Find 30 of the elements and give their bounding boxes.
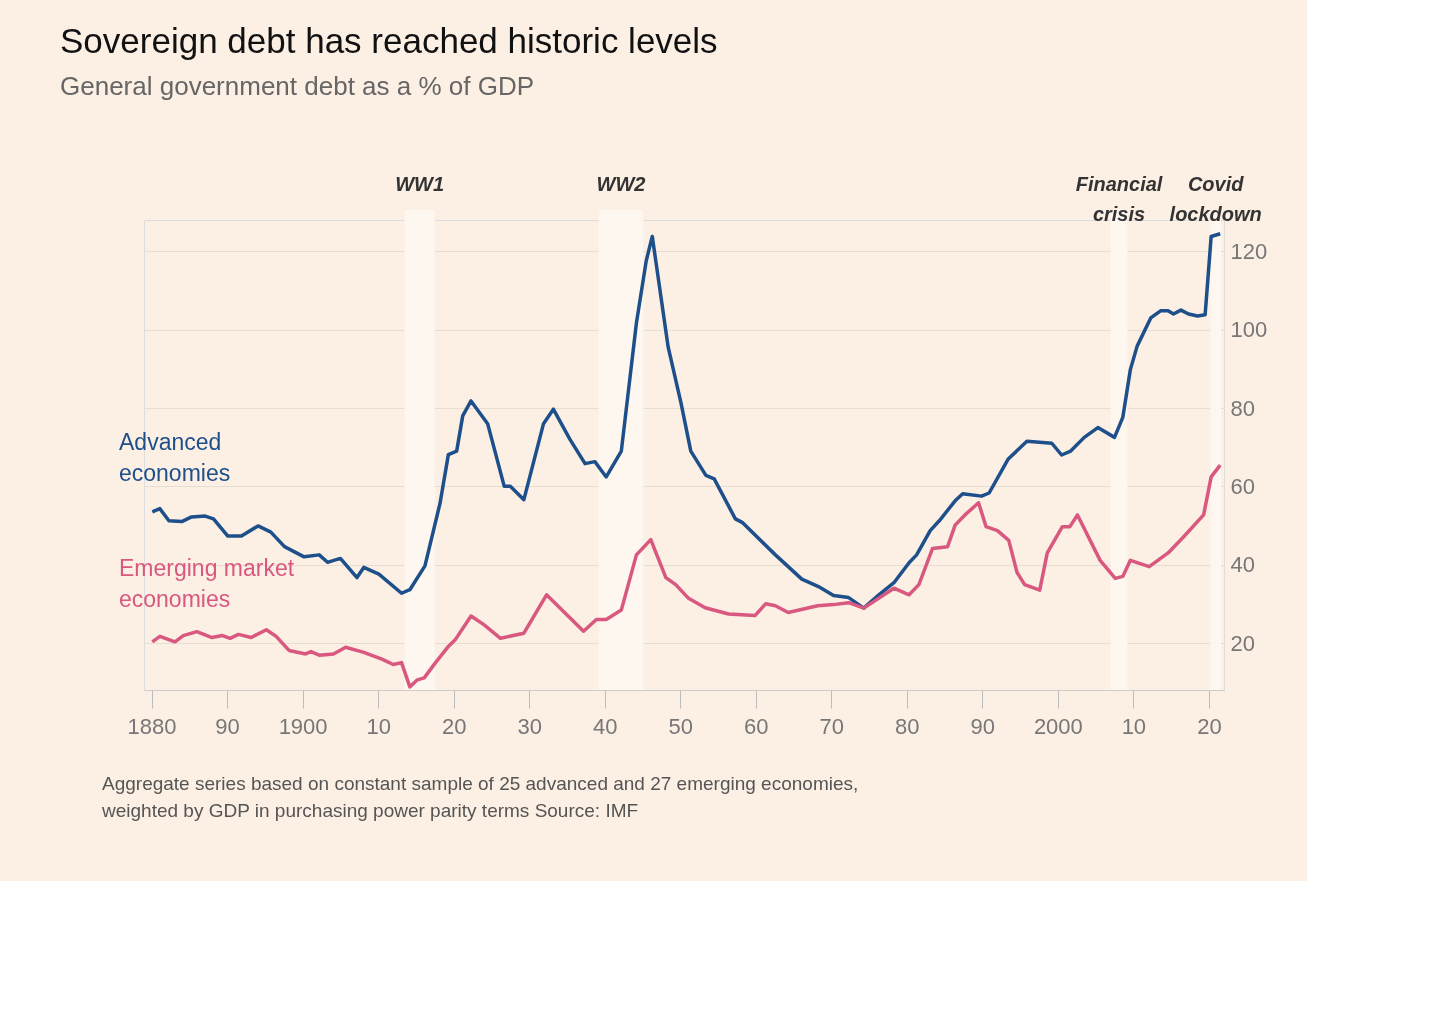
x-tick-label: 60 — [744, 713, 769, 739]
x-tick-label: 50 — [668, 713, 693, 739]
series-label: Emerging market economies — [119, 555, 295, 612]
x-tick-label: 90 — [970, 713, 996, 739]
x-tick-label: 10 — [1121, 713, 1147, 739]
band-label: WW2 — [596, 173, 646, 195]
band-label: Financial crisis — [1075, 173, 1163, 225]
y-tick-label: 60 — [1230, 473, 1255, 499]
y-tick-label: 20 — [1230, 630, 1255, 656]
x-tick-label: 2000 — [1033, 713, 1083, 739]
band-label: WW1 — [395, 173, 445, 195]
x-tick-label: 70 — [819, 713, 845, 739]
x-tick-label: 10 — [366, 713, 391, 739]
x-tick-label: 1880 — [127, 713, 177, 739]
series-label: Advanced economies — [119, 429, 231, 486]
x-tick-label: 30 — [517, 713, 542, 739]
x-tick-label: 90 — [215, 713, 240, 739]
band-label: Covid lockdown — [1169, 173, 1262, 225]
y-tick-label: 120 — [1230, 238, 1268, 264]
x-tick-label: 80 — [895, 713, 920, 739]
x-tick-label: 1900 — [278, 713, 328, 739]
text: Aggregate series based on constant sample of 25 advanced and 27 emerging economies, weighted by GDP in purchasing power parity terms Source: IMF — [101, 773, 859, 821]
y-tick-label: 40 — [1230, 552, 1255, 578]
y-tick-label: 100 — [1230, 317, 1268, 343]
chart-subtitle: General government debt as a % of GDP — [60, 71, 535, 101]
x-tick-label: 20 — [1197, 713, 1222, 739]
y-tick-label: 80 — [1230, 395, 1255, 421]
x-tick-label: 40 — [592, 713, 618, 739]
x-tick-label: 20 — [441, 713, 467, 739]
chart-title: Sovereign debt has reached historic levels — [60, 21, 718, 60]
